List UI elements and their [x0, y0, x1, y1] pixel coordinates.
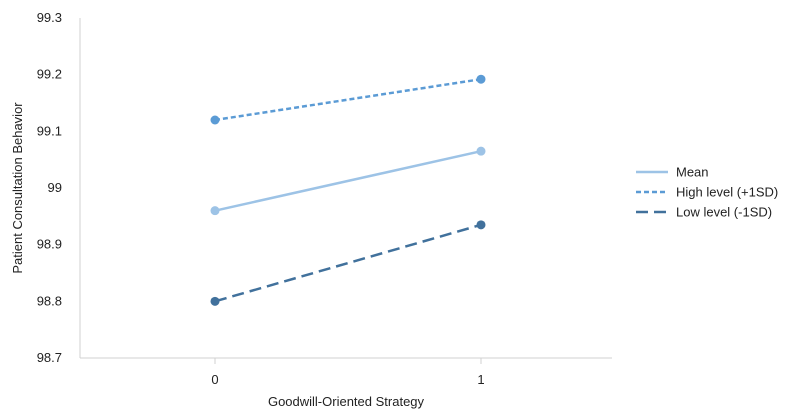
- y-tick-labels: 98.7 98.8 98.9 99 99.1 99.2 99.3: [37, 10, 62, 365]
- data-point: [476, 220, 486, 230]
- data-point: [210, 206, 220, 216]
- series-line: [214, 77, 482, 122]
- data-point: [210, 296, 220, 306]
- y-tick-label: 99.2: [37, 67, 62, 82]
- series-2: [210, 74, 486, 125]
- y-tick-label: 98.7: [37, 350, 62, 365]
- series-line: [214, 149, 482, 212]
- series-3: [210, 220, 486, 306]
- x-tick-label: 1: [477, 372, 484, 387]
- series-1: [210, 146, 486, 216]
- legend-label: Low level (-1SD): [676, 205, 772, 220]
- x-axis-title: Goodwill-Oriented Strategy: [268, 394, 425, 409]
- y-tick-label: 99: [48, 180, 62, 195]
- x-tick-label: 0: [211, 372, 218, 387]
- y-axis-title: Patient Consultation Behavior: [10, 102, 25, 274]
- axes: [79, 18, 612, 359]
- data-point: [476, 146, 486, 156]
- y-tick-label: 99.1: [37, 123, 62, 138]
- series-line: [214, 223, 482, 303]
- legend-label: Mean: [676, 165, 709, 180]
- legend-label: High level (+1SD): [676, 185, 778, 200]
- y-tick-label: 98.9: [37, 237, 62, 252]
- legend: Mean High level (+1SD) Low level (-1SD): [636, 165, 778, 220]
- series-layer: [210, 74, 486, 306]
- y-tick-label: 98.8: [37, 293, 62, 308]
- data-point: [476, 74, 486, 84]
- y-tick-label: 99.3: [37, 10, 62, 25]
- data-point: [210, 115, 220, 125]
